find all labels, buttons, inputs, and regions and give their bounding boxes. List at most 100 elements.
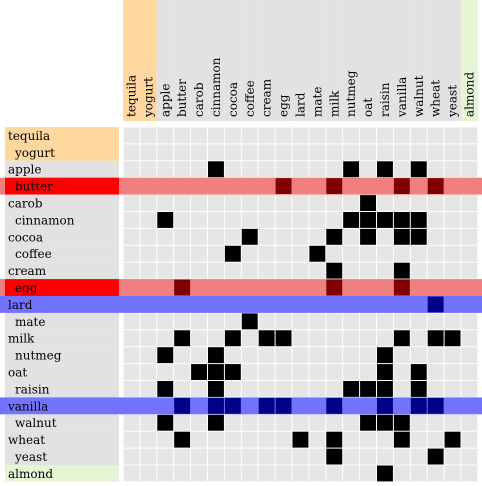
- cell-wheat-milk: [326, 431, 343, 448]
- row-label-lard: lard: [8, 298, 33, 312]
- row-label-bg-milk: [5, 329, 119, 347]
- cell-vanilla-walnut: [410, 397, 427, 414]
- cell-milk-wheat: [427, 330, 444, 347]
- cell-wheat-lard: [292, 431, 309, 448]
- cell-butter-egg: [275, 178, 292, 195]
- cell-vanilla-wheat: [427, 397, 444, 414]
- column-header-bg-coffee: [241, 0, 259, 121]
- column-header-bg-yogurt: [139, 0, 157, 121]
- column-label-carob: carob: [192, 82, 206, 117]
- cell-cocoa-vanilla: [393, 228, 410, 245]
- cell-vanilla-egg: [275, 397, 292, 414]
- row-label-apple: apple: [8, 163, 41, 177]
- cell-walnut-oat: [360, 414, 376, 431]
- cell-mate-coffee: [241, 313, 258, 330]
- cell-oat-walnut: [410, 364, 427, 380]
- cell-raisin-raisin: [377, 381, 393, 397]
- cell-apple-raisin: [377, 161, 393, 178]
- row-highlight-butter: [0, 177, 482, 195]
- row-label-bg-carob: [5, 194, 119, 212]
- column-header-bg-milk: [325, 0, 343, 121]
- row-label-coffee: coffee: [15, 247, 52, 261]
- row-label-bg-walnut: [5, 414, 119, 432]
- column-label-cream: cream: [260, 78, 274, 117]
- cell-walnut-raisin: [377, 414, 393, 431]
- row-label-bg-lard: [5, 296, 119, 313]
- cell-cocoa-coffee: [241, 228, 258, 245]
- row-highlight-egg: [0, 279, 482, 296]
- cell-wheat-vanilla: [393, 431, 410, 448]
- cell-nutmeg-raisin: [377, 347, 393, 364]
- column-header-bg-cinnamon: [207, 0, 225, 121]
- row-label-bg-nutmeg: [5, 346, 119, 364]
- cell-vanilla-butter: [174, 397, 191, 414]
- cell-milk-cocoa: [224, 330, 241, 347]
- cell-oat-cinnamon: [208, 364, 224, 380]
- matrix-grid: [0, 126, 482, 483]
- cell-raisin-oat: [360, 381, 376, 397]
- cell-vanilla-cream: [258, 397, 275, 414]
- row-label-bg-tequila: [5, 127, 119, 144]
- row-label-bg-mate: [5, 312, 119, 330]
- cell-cocoa-milk: [326, 228, 343, 245]
- cell-lard-wheat: [427, 296, 444, 313]
- cell-cream-vanilla: [393, 262, 410, 279]
- cell-milk-vanilla: [393, 330, 410, 347]
- row-labels: tequila yogurt apple butter carob cinnamon coc…: [5, 127, 119, 482]
- column-label-walnut: walnut: [412, 75, 426, 117]
- column-header-bg-raisin: [376, 0, 394, 121]
- cell-milk-egg: [275, 330, 292, 347]
- row-label-bg-yeast: [5, 448, 119, 465]
- cell-oat-cocoa: [224, 364, 241, 380]
- cell-raisin-cinnamon: [208, 381, 224, 397]
- cell-raisin-nutmeg: [343, 381, 360, 397]
- cell-cocoa-walnut: [410, 228, 427, 245]
- cell-butter-wheat: [427, 178, 444, 195]
- row-label-yogurt: yogurt: [14, 146, 55, 160]
- cell-carob-oat: [360, 195, 376, 211]
- row-label-cocoa: cocoa: [8, 230, 43, 244]
- cell-butter-milk: [326, 178, 343, 195]
- column-label-butter: butter: [175, 79, 189, 117]
- column-label-egg: egg: [277, 94, 291, 117]
- column-header-bg-almond: [461, 0, 478, 121]
- cell-milk-yeast: [444, 330, 461, 347]
- column-header-bg-cocoa: [224, 0, 242, 121]
- cell-cinnamon-oat: [360, 212, 376, 228]
- row-label-bg-yogurt: [5, 143, 119, 161]
- column-label-cocoa: cocoa: [226, 82, 240, 117]
- cell-nutmeg-cinnamon: [208, 347, 224, 364]
- cell-cocoa-oat: [360, 228, 376, 245]
- row-label-bg-vanilla: [5, 397, 119, 415]
- cell-vanilla-cinnamon: [208, 397, 224, 414]
- column-label-lard: lard: [293, 92, 307, 117]
- cell-coffee-cocoa: [224, 245, 241, 262]
- cell-oat-raisin: [377, 364, 393, 380]
- cell-yeast-wheat: [427, 448, 444, 465]
- cell-cinnamon-nutmeg: [343, 212, 360, 228]
- cell-walnut-vanilla: [393, 414, 410, 431]
- cell-wheat-yeast: [444, 431, 461, 448]
- row-label-carob: carob: [8, 197, 43, 211]
- row-label-raisin: raisin: [15, 382, 50, 396]
- cell-milk-butter: [174, 330, 191, 347]
- cell-egg-vanilla: [393, 279, 410, 296]
- column-label-vanilla: vanilla: [395, 77, 409, 118]
- row-label-tequila: tequila: [8, 129, 50, 143]
- column-label-coffee: coffee: [243, 80, 257, 117]
- row-label-bg-cream: [5, 262, 119, 280]
- row-label-bg-almond: [5, 465, 119, 482]
- cell-nutmeg-apple: [157, 347, 174, 364]
- row-highlight-vanilla: [0, 397, 482, 415]
- column-header-bg-walnut: [410, 0, 428, 121]
- row-label-almond: almond: [8, 467, 53, 481]
- row-label-bg-butter: [5, 177, 119, 195]
- row-label-bg-oat: [5, 363, 119, 381]
- column-header-bg-oat: [359, 0, 377, 121]
- cell-cinnamon-apple: [157, 212, 174, 228]
- column-header-bg-cream: [258, 0, 276, 121]
- column-label-milk: milk: [327, 90, 341, 117]
- cell-oat-carob: [191, 364, 207, 380]
- cell-coffee-mate: [309, 245, 326, 262]
- cell-apple-walnut: [410, 161, 427, 178]
